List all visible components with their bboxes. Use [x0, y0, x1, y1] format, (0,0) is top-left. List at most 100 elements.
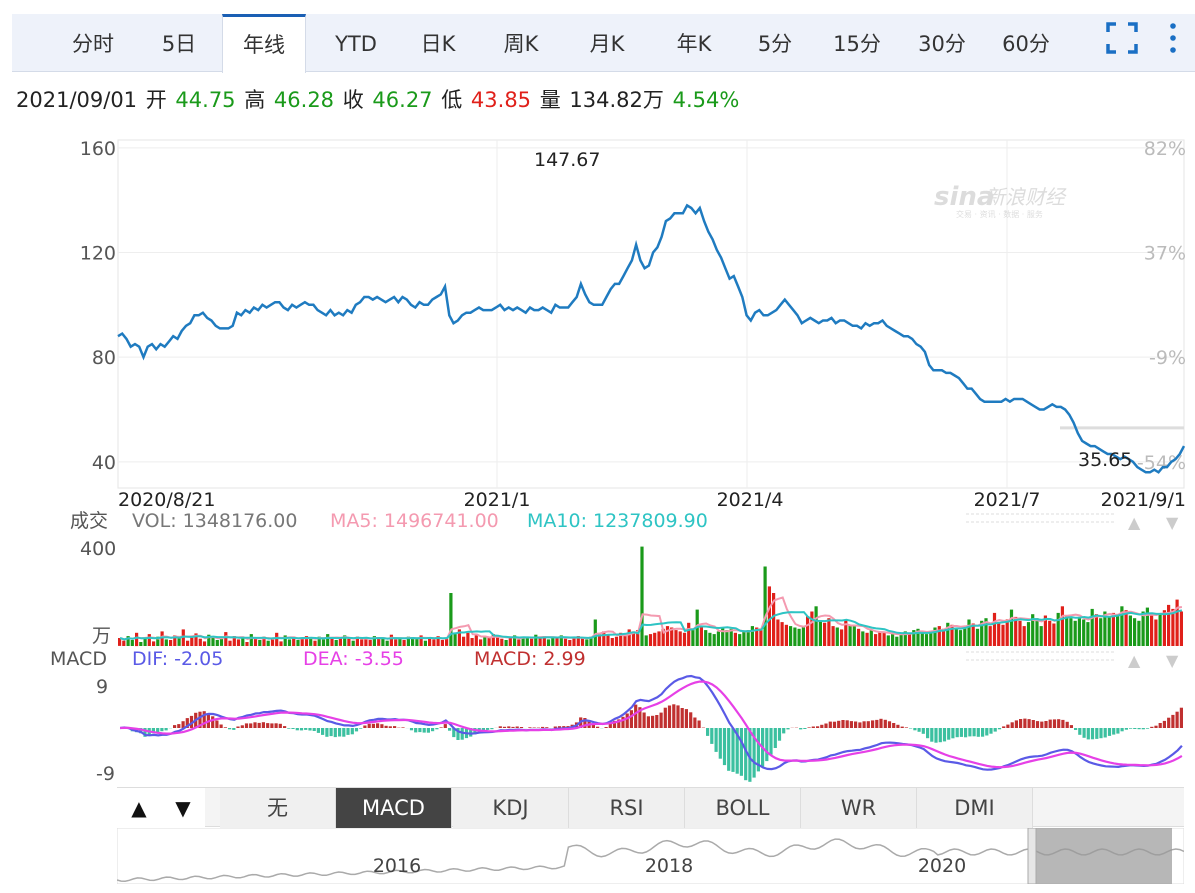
volume-bar — [423, 640, 427, 646]
volume-bar — [941, 628, 946, 646]
volume-bar — [130, 640, 134, 646]
volume-scroll-down-icon[interactable]: ▼ — [1166, 513, 1179, 532]
macd-bar — [1069, 725, 1073, 728]
macd-bar — [359, 728, 363, 729]
volume-bar — [772, 593, 776, 646]
indicator-tab-5[interactable]: WR — [801, 788, 917, 828]
volume-bar — [415, 638, 419, 646]
macd-bar — [735, 728, 739, 774]
macd-bar — [490, 728, 494, 730]
tab-2[interactable]: 年线 — [222, 14, 306, 73]
x-tick-3: 2021/7 — [974, 489, 1041, 511]
macd-bar — [871, 720, 875, 728]
macd-bar — [130, 728, 134, 732]
indicator-up-button[interactable]: ▲ — [117, 788, 161, 828]
macd-bar — [223, 727, 227, 728]
macd-bar — [266, 723, 270, 728]
macd-bar — [1006, 724, 1010, 728]
macd-bar — [917, 728, 921, 732]
volume-bar — [343, 635, 347, 646]
volume-bar — [1022, 626, 1026, 646]
volume-bar — [636, 630, 640, 646]
macd-bar — [1019, 719, 1023, 728]
macd-scroll-up-icon[interactable]: ▲ — [1128, 651, 1141, 670]
volume-bar — [857, 628, 861, 646]
volume-bar — [355, 636, 359, 646]
tab-7[interactable]: 年K — [676, 32, 712, 56]
tab-8[interactable]: 5分 — [757, 32, 793, 56]
macd-bar — [1141, 728, 1145, 730]
macd-bar — [684, 709, 688, 728]
ma10-line — [119, 609, 1183, 641]
macd-bar — [651, 715, 655, 728]
tab-0[interactable]: 分时 — [72, 32, 114, 56]
tab-9[interactable]: 15分 — [833, 32, 881, 56]
macd-bar — [942, 728, 947, 742]
volume-bar — [929, 631, 933, 646]
volume-bar — [466, 632, 470, 647]
tab-1[interactable]: 5日 — [161, 32, 197, 56]
macd-bar — [579, 717, 583, 728]
volume-bar — [597, 634, 602, 646]
volume-bar — [759, 628, 763, 646]
indicator-tab-1[interactable]: MACD — [336, 788, 452, 828]
navigator-year-1: 2018 — [645, 855, 693, 877]
volume-bar — [177, 638, 181, 646]
volume-bar — [1082, 619, 1086, 646]
volume-bar — [878, 631, 882, 646]
volume-bar — [241, 637, 245, 646]
macd-bar — [274, 723, 278, 728]
macd-bar — [1179, 707, 1183, 728]
volume-bar — [742, 631, 746, 646]
volume-bar — [181, 629, 185, 646]
volume-bar — [186, 640, 190, 646]
volume-scroll-up-icon[interactable]: ▲ — [1128, 513, 1141, 532]
indicator-tab-2[interactable]: KDJ — [453, 788, 569, 828]
volume-bar — [542, 636, 546, 646]
tab-10[interactable]: 30分 — [918, 32, 966, 56]
indicator-tab-6[interactable]: DMI — [917, 788, 1033, 828]
macd-bar — [663, 707, 667, 728]
macd-bar — [439, 727, 443, 728]
volume-bar — [1141, 611, 1145, 646]
fullscreen-icon[interactable] — [1106, 22, 1138, 54]
high-value: 46.28 — [273, 88, 335, 112]
quote-date: 2021/09/01 — [16, 88, 138, 112]
volume-bar — [954, 627, 958, 646]
macd-bar — [511, 726, 515, 728]
macd-bar — [1103, 728, 1107, 738]
volume-bar — [874, 634, 878, 646]
y-tick-1: 120 — [80, 243, 116, 265]
tab-4[interactable]: 日K — [420, 32, 456, 56]
volume-bar — [1090, 608, 1094, 646]
indicator-tab-4[interactable]: BOLL — [685, 788, 801, 828]
volume-bar — [789, 626, 793, 646]
range-navigator[interactable]: 2016 2018 2020 — [117, 828, 1184, 884]
volume-bar — [674, 630, 678, 646]
indicator-down-button[interactable]: ▼ — [161, 788, 205, 828]
volume-bar — [1137, 620, 1141, 646]
volume-bar — [606, 635, 610, 646]
tab-3[interactable]: YTD — [335, 32, 377, 56]
indicator-tab-3[interactable]: RSI — [569, 788, 685, 828]
macd-bar — [367, 723, 371, 728]
navigator-selection[interactable] — [1034, 828, 1172, 884]
volume-bar — [576, 636, 580, 646]
volume-bar — [1069, 618, 1073, 646]
low-label: 低 — [441, 88, 463, 112]
navigator-left-handle[interactable] — [1027, 828, 1037, 884]
tab-5[interactable]: 周K — [503, 32, 539, 56]
volume-bar — [296, 640, 300, 646]
tab-6[interactable]: 月K — [589, 32, 625, 56]
macd-bar — [1078, 728, 1082, 735]
volume-bar — [173, 635, 177, 646]
volume-bar — [695, 609, 699, 646]
macd-bar — [342, 728, 346, 737]
volume-bar — [1014, 616, 1018, 647]
macd-bar — [824, 723, 828, 728]
tab-11[interactable]: 60分 — [1002, 32, 1050, 56]
indicator-tab-0[interactable]: 无 — [220, 788, 336, 828]
macd-scroll-down-icon[interactable]: ▼ — [1166, 651, 1179, 670]
more-menu-icon[interactable] — [1166, 22, 1180, 54]
